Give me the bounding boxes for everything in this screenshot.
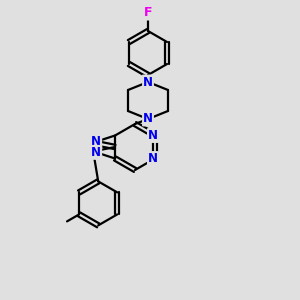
Text: N: N [91, 146, 101, 159]
Text: N: N [143, 76, 153, 88]
Text: N: N [91, 135, 101, 148]
Text: N: N [143, 112, 153, 125]
Text: N: N [148, 152, 158, 165]
Text: F: F [144, 7, 152, 20]
Text: N: N [148, 129, 158, 142]
